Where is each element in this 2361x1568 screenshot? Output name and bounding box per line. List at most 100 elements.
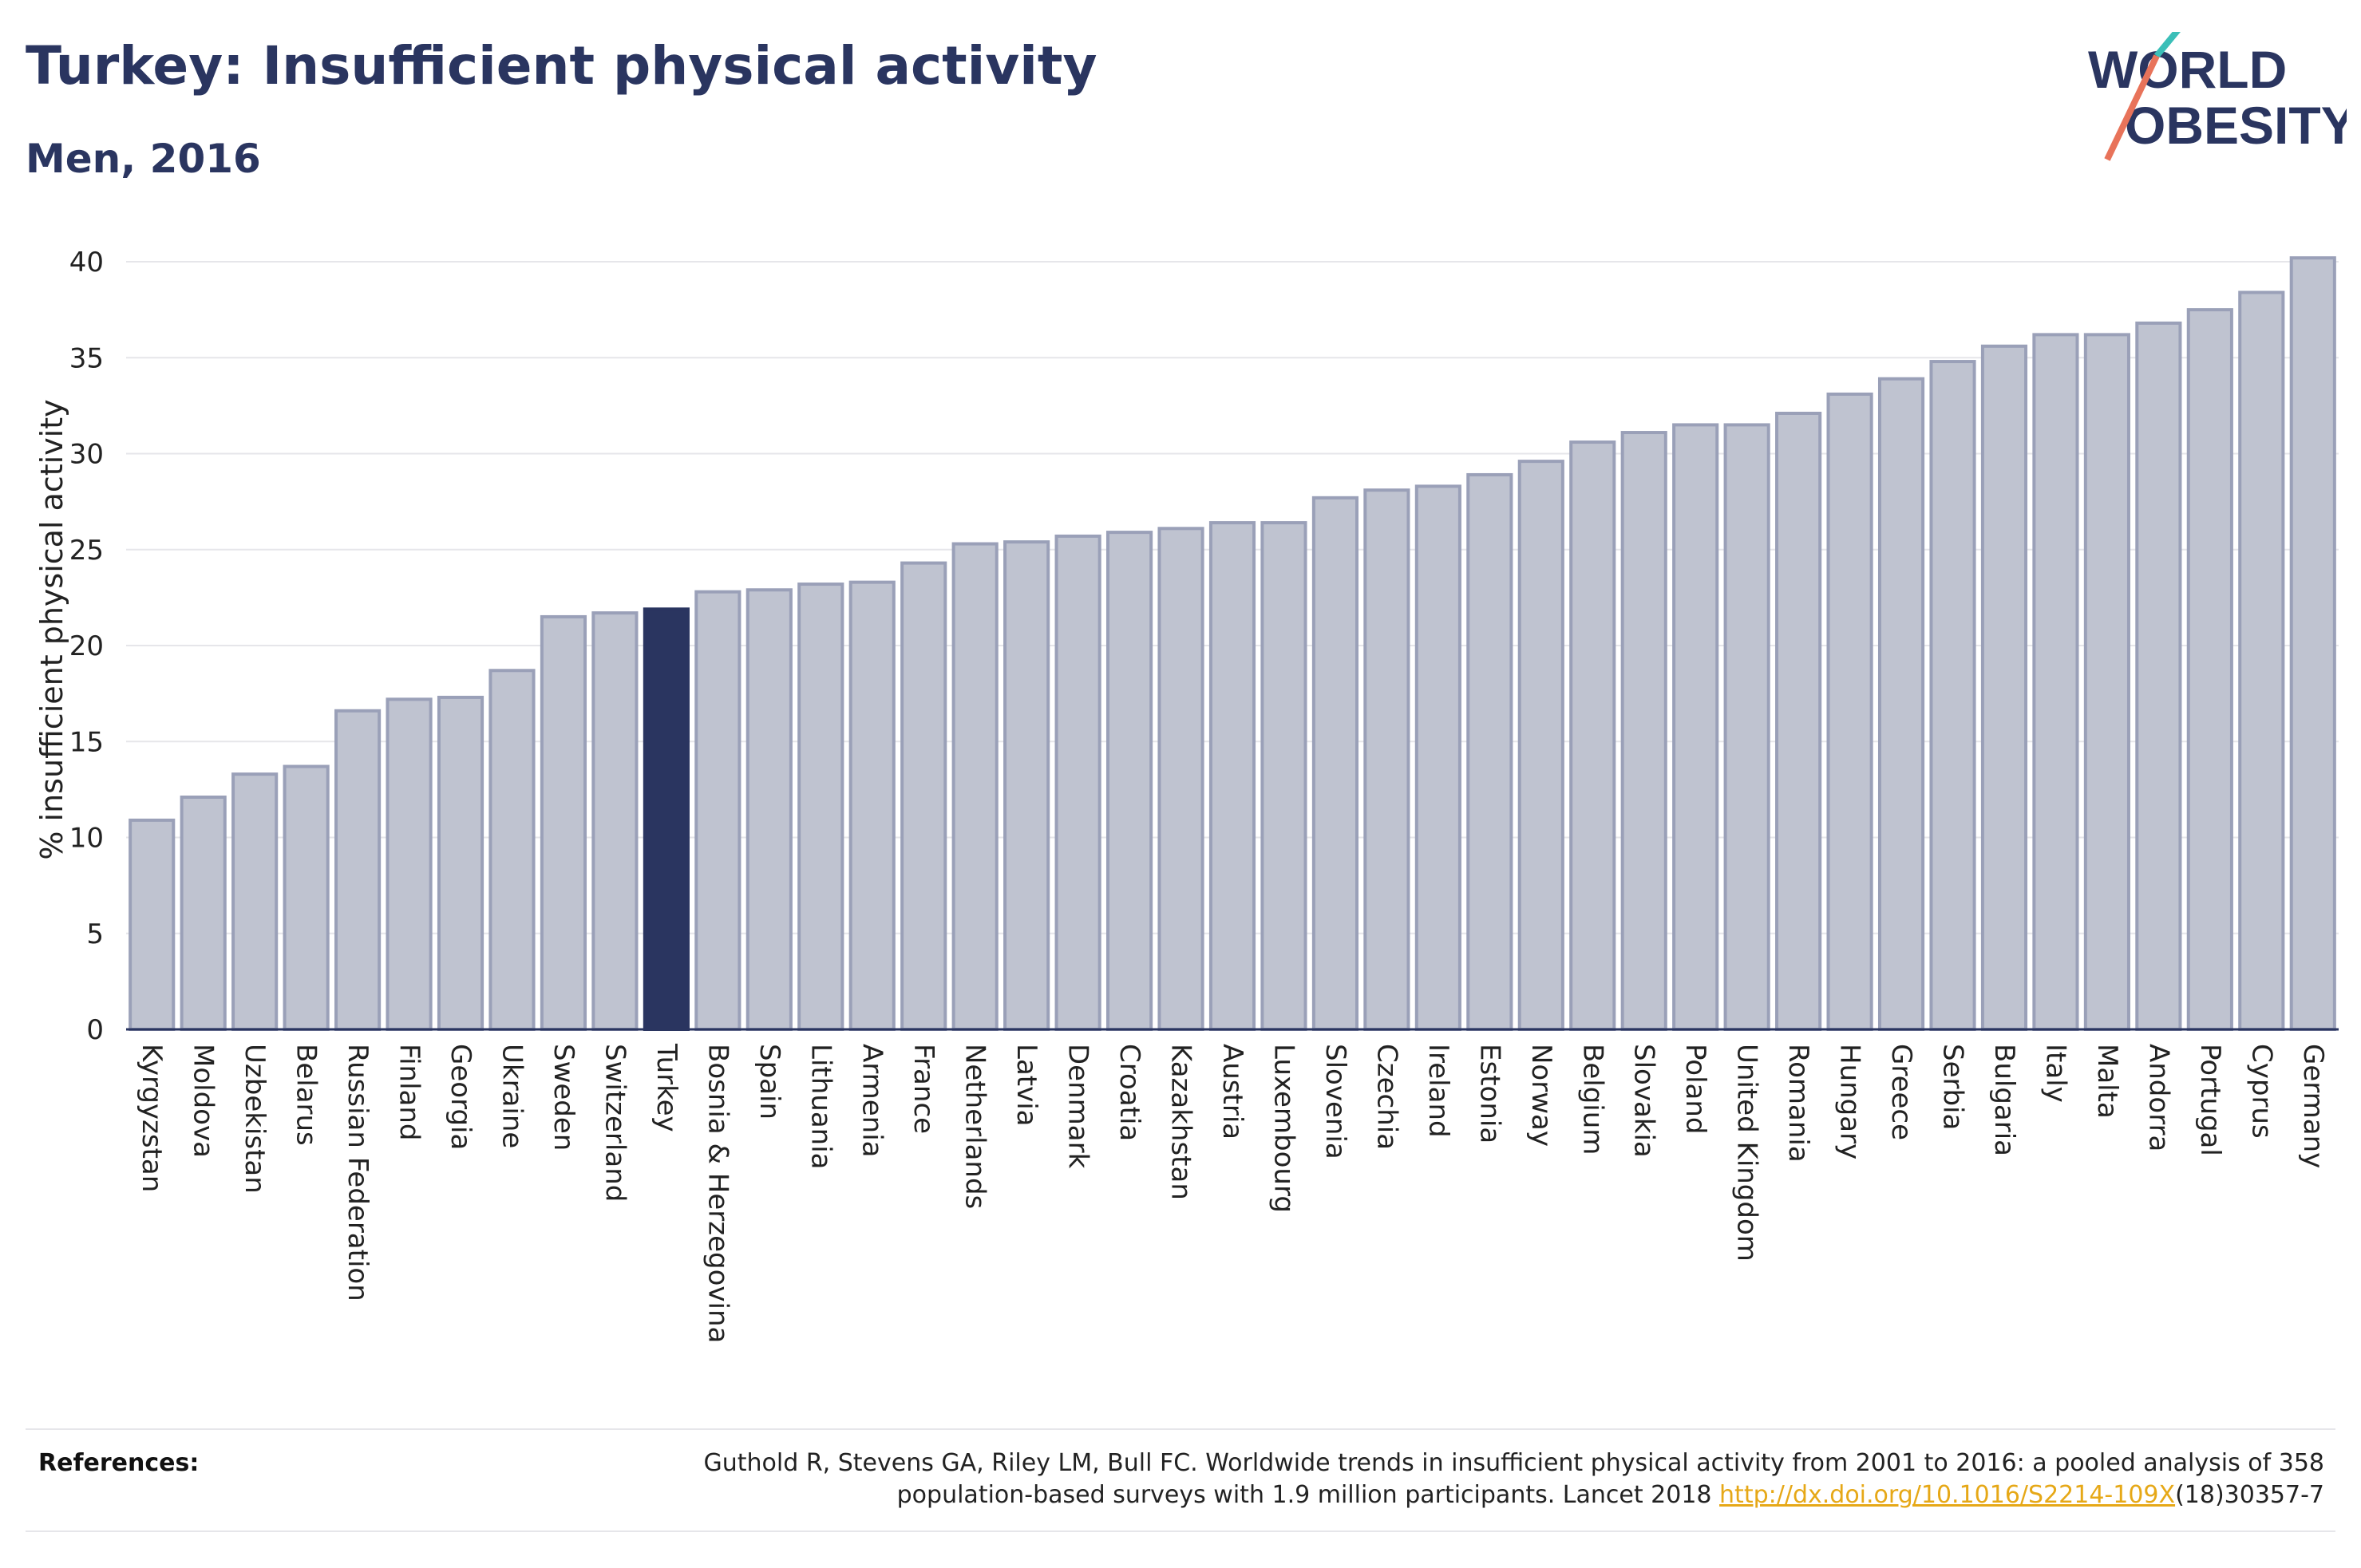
bar-russian-federation <box>334 709 382 1032</box>
x-tick-label: Denmark <box>1062 1044 1094 1169</box>
bar-norway <box>1517 460 1564 1031</box>
x-tick-label: Russian Federation <box>342 1044 374 1301</box>
bar-kazakhstan <box>1157 527 1204 1031</box>
bar-czechia <box>1363 488 1410 1031</box>
x-tick-label: Malta <box>2091 1044 2123 1119</box>
x-tick-label: Greece <box>1885 1044 1917 1140</box>
reference-line2-prefix: population-based surveys with 1.9 millio… <box>896 1481 1720 1509</box>
bar-kyrgyzstan <box>129 818 176 1031</box>
x-tick-label: Norway <box>1525 1044 1557 1147</box>
x-tick-label: Germany <box>2297 1044 2329 1168</box>
x-tick-label: United Kingdom <box>1731 1044 1763 1262</box>
x-tick-label: Uzbekistan <box>239 1044 271 1194</box>
y-tick-label: 30 <box>69 439 104 471</box>
y-tick-label: 0 <box>86 1014 104 1046</box>
y-tick-label: 25 <box>69 535 104 567</box>
x-tick-label: Kazakhstan <box>1165 1044 1197 1200</box>
x-tick-label: Turkey <box>651 1043 682 1132</box>
bar-italy <box>2032 333 2079 1031</box>
bar-united-kingdom <box>1723 423 1770 1031</box>
bar-slovenia <box>1311 496 1359 1031</box>
bar-ukraine <box>488 669 536 1031</box>
bar-poland <box>1672 423 1719 1031</box>
x-tick-label: Belarus <box>291 1044 322 1146</box>
x-tick-label: Portugal <box>2194 1044 2226 1156</box>
y-axis-label: % insufficient physical activity <box>34 399 69 859</box>
chart-title: Turkey: Insufficient physical activity <box>26 35 1097 97</box>
bar-ireland <box>1414 484 1461 1031</box>
x-tick-label: Armenia <box>856 1044 888 1158</box>
x-tick-label: Andorra <box>2142 1044 2174 1151</box>
x-tick-label: Slovenia <box>1319 1044 1351 1159</box>
x-tick-label: Croatia <box>1113 1044 1145 1141</box>
y-tick-label: 5 <box>86 918 104 950</box>
logo-slash-teal <box>2153 32 2181 58</box>
bar-bulgaria <box>1980 344 2028 1031</box>
bar-chart: 0 5 10 15 20 25 30 35 40 Kyrgyzstan Moldova Uzbeki… <box>34 247 2339 1343</box>
x-tick-label: Italy <box>2039 1044 2071 1103</box>
bars <box>129 256 2336 1032</box>
bar-hungary <box>1826 392 1873 1031</box>
x-tick-label: France <box>908 1044 939 1134</box>
bar-finland <box>386 697 433 1032</box>
y-tick-label: 15 <box>69 726 104 758</box>
x-tick-label: Serbia <box>1937 1044 1969 1130</box>
bar-armenia <box>848 580 896 1031</box>
bar-switzerland <box>591 611 639 1031</box>
x-tick-label: Netherlands <box>959 1044 991 1209</box>
x-tick-label: Lithuania <box>805 1044 836 1169</box>
world-obesity-logo: WORLD OBESITY <box>2088 32 2347 161</box>
x-tick-label: Kyrgyzstan <box>136 1044 168 1192</box>
reference-doi-link[interactable]: http://dx.doi.org/10.1016/S2214-109X <box>1719 1481 2176 1509</box>
x-tick-label: Ukraine <box>496 1044 528 1148</box>
bar-belgium <box>1569 440 1616 1031</box>
bar-spain <box>745 588 793 1031</box>
x-tick-label: Sweden <box>548 1044 579 1151</box>
bar-netherlands <box>951 542 999 1031</box>
logo-slash-coral <box>2104 54 2160 161</box>
x-tick-label: Luxembourg <box>1268 1044 1299 1213</box>
references-section: References: Guthold R, Stevens GA, Riley… <box>26 1428 2335 1532</box>
y-tick-label: 10 <box>69 823 104 855</box>
x-tick-label: Finland <box>394 1044 425 1141</box>
bar-bosnia-herzegovina <box>694 590 742 1031</box>
x-tick-labels: Kyrgyzstan Moldova Uzbekistan Belarus Russia… <box>136 1043 2329 1343</box>
references-text: Guthold R, Stevens GA, Riley LM, Bull FC… <box>488 1448 2324 1511</box>
x-tick-label: Moldova <box>188 1044 219 1158</box>
bar-france <box>900 561 947 1031</box>
x-tick-label: Czechia <box>1370 1044 1402 1150</box>
x-tick-label: Estonia <box>1473 1044 1505 1143</box>
bar-germany <box>2289 256 2336 1031</box>
bar-uzbekistan <box>231 772 279 1031</box>
bar-moldova <box>180 795 227 1031</box>
x-tick-label: Georgia <box>445 1044 477 1150</box>
chart-subtitle: Men, 2016 <box>26 136 261 182</box>
bar-luxembourg <box>1260 521 1307 1031</box>
bar-croatia <box>1105 531 1153 1031</box>
x-tick-label: Romania <box>1782 1044 1814 1163</box>
x-tick-label: Slovakia <box>1628 1044 1660 1158</box>
bar-romania <box>1775 411 1822 1031</box>
x-tick-label: Latvia <box>1010 1044 1042 1127</box>
reference-line1: Guthold R, Stevens GA, Riley LM, Bull FC… <box>703 1449 2324 1477</box>
bar-slovakia <box>1620 431 1667 1031</box>
x-tick-label: Belgium <box>1576 1044 1608 1155</box>
y-tick-labels: 0 5 10 15 20 25 30 35 40 <box>69 247 104 1046</box>
x-tick-label: Switzerland <box>599 1044 631 1202</box>
bar-denmark <box>1054 534 1101 1031</box>
x-tick-label: Poland <box>1679 1044 1711 1135</box>
x-tick-label: Ireland <box>1422 1044 1454 1138</box>
bar-lithuania <box>797 583 844 1031</box>
bar-estonia <box>1466 472 1513 1031</box>
bar-belarus <box>283 764 330 1031</box>
reference-line2-suffix: (18)30357-7 <box>2175 1481 2324 1509</box>
bar-serbia <box>1929 360 1976 1031</box>
logo-line2: OBESITY <box>2125 96 2347 155</box>
bar-andorra <box>2135 321 2182 1031</box>
bar-georgia <box>437 695 484 1031</box>
logo-line1: WORLD <box>2088 40 2287 99</box>
x-tick-label: Bosnia & Herzegovina <box>702 1044 734 1343</box>
x-tick-label: Spain <box>753 1044 785 1120</box>
references-label: References: <box>38 1449 200 1477</box>
bar-latvia <box>1003 540 1050 1031</box>
